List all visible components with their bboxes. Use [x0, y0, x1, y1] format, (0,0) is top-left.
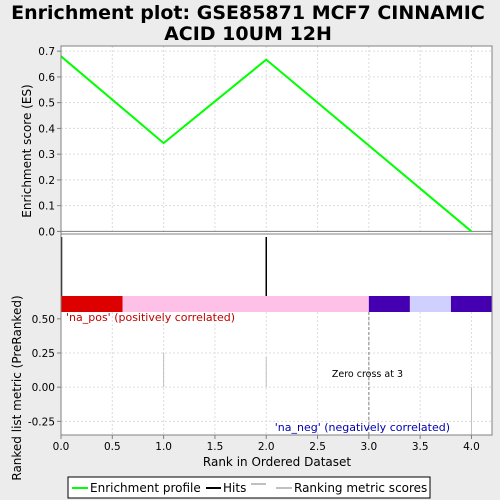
metric-y-tick-label: -0.25 [28, 416, 55, 428]
x-tick-label: 2.0 [258, 441, 275, 453]
es-y-tick-label: 0.7 [38, 46, 55, 58]
chart-title-line1: Enrichment plot: GSE85871 MCF7 CINNAMIC [11, 2, 485, 24]
es-grid [61, 46, 492, 234]
legend-label-hits: Hits [223, 481, 246, 495]
metric-bars [163, 353, 472, 435]
ranking-color-bar [61, 296, 492, 312]
plot-frame [60, 45, 493, 436]
metric-y-tick-label: 0.50 [32, 314, 55, 326]
x-tick-label: 0.5 [104, 441, 121, 453]
x-tick-label: 3.5 [412, 441, 429, 453]
es-y-tick-label: 0.4 [38, 123, 55, 135]
x-tick-label: 4.0 [463, 441, 480, 453]
x-tick-label: 1.0 [155, 441, 172, 453]
legend-label-enrichment-profile: Enrichment profile [90, 481, 201, 495]
es-y-axis-label: Enrichment score (ES) [20, 84, 34, 217]
x-axis-label: Rank in Ordered Dataset [203, 455, 351, 469]
metric-y-tick-label: 0.00 [32, 382, 55, 394]
es-y-tick-label: 0.2 [38, 175, 55, 187]
negative-correlation-label: 'na_neg' (negatively correlated) [275, 421, 450, 434]
es-y-tick-label: 0.1 [38, 201, 55, 213]
es-panel: 0.0 0.1 0.2 0.3 0.4 0.5 0.6 0.7 Enrichment scor… [20, 46, 492, 238]
color-bar-segment [450, 296, 492, 312]
es-y-ticks: 0.0 0.1 0.2 0.3 0.4 0.5 0.6 0.7 [38, 46, 61, 238]
es-y-tick-label: 0.6 [38, 72, 55, 84]
color-bar-segment [368, 296, 410, 312]
metric-y-ticks: 0.50 0.25 0.00 -0.25 [28, 314, 61, 428]
x-tick-label: 3.0 [361, 441, 378, 453]
hits-panel [60, 234, 492, 296]
x-axis-ticks: 0.0 0.5 1.0 1.5 2.0 2.5 3.0 3.5 4.0 [53, 435, 480, 453]
color-bar-segment [409, 296, 451, 312]
x-tick-label: 1.5 [207, 441, 224, 453]
x-tick-label: 2.5 [309, 441, 326, 453]
zero-cross-label: Zero cross at 3 [332, 369, 403, 380]
es-y-tick-label: 0.0 [38, 226, 55, 238]
color-bar-segment [122, 296, 369, 312]
legend-box [67, 476, 431, 499]
chart-title-line2: ACID 10UM 12H [164, 23, 332, 45]
hits-plot-area [61, 234, 492, 296]
x-tick-label: 0.0 [53, 441, 70, 453]
es-y-tick-label: 0.3 [38, 149, 55, 161]
legend-label-ranking-metric: Ranking metric scores [294, 481, 427, 495]
metric-y-axis-label: Ranked list metric (PreRanked) [10, 295, 24, 480]
metric-y-tick-label: 0.25 [32, 348, 55, 360]
metric-panel: Zero cross at 3 'na_pos' (positively cor… [10, 295, 492, 481]
es-y-tick-label: 0.5 [38, 98, 55, 110]
color-bar-segment [61, 296, 123, 312]
legend: Enrichment profile Hits Ranking metric s… [67, 476, 431, 499]
metric-plot-area [61, 312, 492, 435]
enrichment-profile-line [60, 55, 473, 233]
positive-correlation-label: 'na_pos' (positively correlated) [66, 311, 235, 324]
